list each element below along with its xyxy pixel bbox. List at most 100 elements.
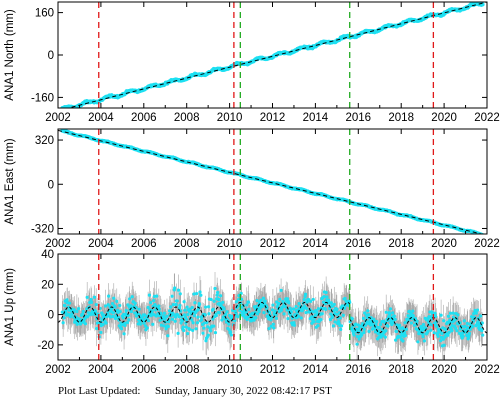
observation-point <box>83 322 88 326</box>
observation-point <box>341 313 345 317</box>
observation-point <box>197 302 202 306</box>
x-tick-label: 2014 <box>303 364 329 376</box>
observation-point <box>94 303 98 307</box>
observation-point <box>149 300 153 305</box>
observation-point <box>196 315 200 319</box>
observation-point <box>332 302 336 307</box>
model-line-segment <box>235 302 351 319</box>
observation-point <box>218 294 223 298</box>
x-tick-label: 2004 <box>88 364 114 376</box>
data-layer-north <box>60 2 487 108</box>
observation-point <box>475 308 480 312</box>
observation-point <box>202 321 206 325</box>
observation-point <box>398 327 402 331</box>
observation-point <box>198 290 202 294</box>
observation-point <box>426 330 430 334</box>
observation-point <box>214 313 218 318</box>
observation-point <box>278 297 282 301</box>
observation-point <box>476 320 480 324</box>
observation-point <box>178 292 182 296</box>
observation-point <box>212 324 216 328</box>
x-tick-label: 2008 <box>174 112 200 124</box>
y-axis-title: ANA1 North (mm) <box>4 9 16 101</box>
observation-point <box>193 301 197 305</box>
observation-point <box>185 305 189 309</box>
x-tick-label: 2006 <box>131 364 157 376</box>
observation-point <box>372 319 376 323</box>
observation-point <box>322 294 326 299</box>
observation-point <box>227 322 231 326</box>
observation-point <box>439 313 443 317</box>
observation-point <box>304 306 308 310</box>
observation-point <box>67 301 72 305</box>
observation-point <box>172 313 176 317</box>
observation-point <box>371 323 375 327</box>
observation-point <box>265 305 269 309</box>
observation-point <box>463 324 467 329</box>
x-tick-label: 2018 <box>388 112 414 124</box>
observation-point <box>297 302 301 306</box>
observation-point <box>195 321 200 325</box>
x-tick-label: 2002 <box>45 238 71 250</box>
x-tick-label: 2022 <box>474 238 500 250</box>
observation-point <box>80 312 85 316</box>
observation-point <box>466 326 470 330</box>
observation-point <box>352 333 356 337</box>
observation-point <box>217 297 221 302</box>
observation-point <box>444 328 448 332</box>
observation-point <box>159 312 163 316</box>
observation-point <box>173 286 177 290</box>
observation-point <box>404 327 408 331</box>
y-tick-label: -320 <box>31 223 54 235</box>
observation-point <box>299 316 303 320</box>
observation-point <box>411 314 415 318</box>
observation-point <box>234 300 239 304</box>
model-line <box>66 2 487 108</box>
observation-point <box>442 319 446 323</box>
observation-point <box>123 323 127 328</box>
observation-point <box>170 317 175 321</box>
observation-point <box>355 334 360 339</box>
observation-point <box>222 307 226 311</box>
observation-point <box>181 325 185 329</box>
observation-point <box>173 315 178 319</box>
observation-point <box>339 327 343 332</box>
observation-point <box>447 330 451 335</box>
observation-point <box>433 311 437 315</box>
observation-point <box>456 313 460 317</box>
x-tick-label: 2002 <box>45 364 71 376</box>
observation-point <box>272 326 276 330</box>
observation-point <box>409 321 414 325</box>
observation-point <box>215 290 220 295</box>
observation-point <box>185 318 189 322</box>
y-axis-title: ANA1 Up (mm) <box>4 268 16 346</box>
y-tick-label: 0 <box>48 50 54 62</box>
x-tick-label: 2004 <box>88 112 114 124</box>
observation-point <box>464 328 469 332</box>
observation-point <box>350 326 354 330</box>
observation-point <box>338 316 342 320</box>
observation-point <box>162 324 166 328</box>
observation-point <box>367 329 371 333</box>
observation-point <box>470 324 475 328</box>
observation-point <box>474 311 478 315</box>
observation-point <box>85 295 89 299</box>
y-tick-label: 0 <box>48 179 54 191</box>
observation-point <box>178 303 182 307</box>
observation-point <box>302 297 306 302</box>
observation-point <box>337 321 341 325</box>
observation-point <box>101 322 105 327</box>
observation-point <box>267 310 272 314</box>
observation-point <box>188 327 192 332</box>
observation-point <box>237 298 241 302</box>
observation-point <box>411 309 415 313</box>
observation-point <box>261 304 265 308</box>
panel-up: 2002 2004 2006 2008 2010 2012 2014 2016 2018 2020… <box>4 249 500 376</box>
observation-point <box>157 304 161 308</box>
observation-point <box>236 315 240 319</box>
panel-north: 2002 2004 2006 2008 2010 2012 2014 2016 2018 2020… <box>4 1 500 124</box>
observation-point <box>64 309 68 313</box>
observation-point <box>184 325 188 329</box>
x-tick-label: 2022 <box>474 112 500 124</box>
